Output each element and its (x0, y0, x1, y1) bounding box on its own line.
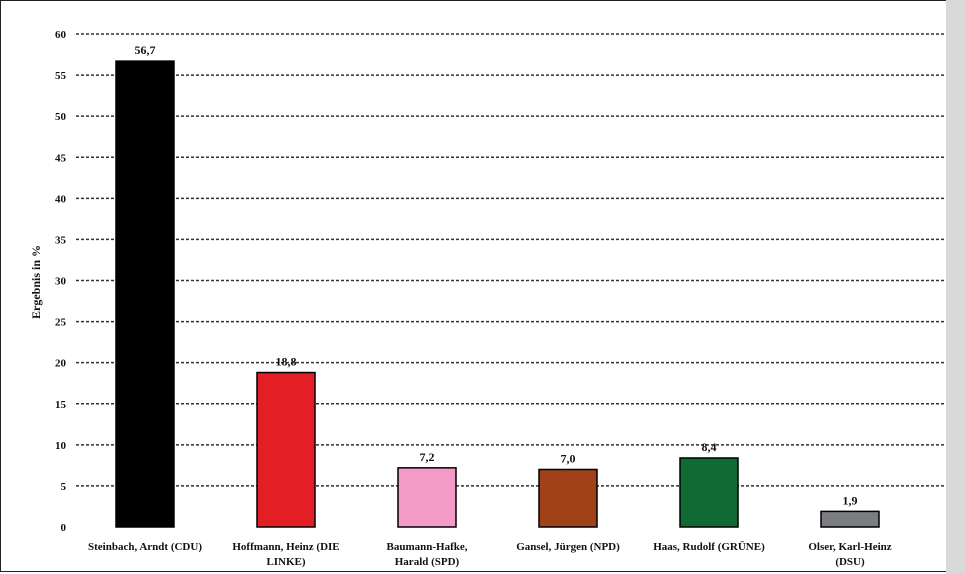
bar (538, 468, 598, 528)
y-axis-label: Ergebnis in % (29, 245, 43, 319)
y-tick-label: 0 (61, 522, 67, 534)
grid-lines (76, 33, 946, 487)
y-tick-label: 20 (55, 358, 67, 370)
data-label: 7,2 (420, 450, 435, 464)
bar (256, 371, 316, 528)
side-strip (946, 0, 965, 574)
bars (115, 60, 880, 528)
category-label: (DSU) (835, 556, 865, 568)
data-label: 8,4 (702, 440, 717, 454)
y-tick-label: 50 (55, 111, 67, 123)
y-tick-label: 25 (55, 317, 67, 329)
y-tick-label: 15 (55, 399, 67, 411)
y-tick-label: 45 (55, 152, 67, 164)
bar (397, 467, 457, 528)
category-label: Olser, Karl-Heinz (808, 541, 891, 553)
data-label: 18,8 (276, 355, 297, 369)
category-label: Gansel, Jürgen (NPD) (516, 541, 620, 553)
data-label: 7,0 (561, 451, 576, 465)
y-axis-ticks: 0 5 10 15 20 25 30 35 40 45 50 55 60 (55, 29, 67, 534)
category-label: Hoffmann, Heinz (DIE (232, 541, 339, 553)
data-labels: 56,7 18,8 7,2 7,0 8,4 1,9 (135, 43, 858, 507)
y-tick-label: 40 (55, 193, 67, 205)
data-label: 56,7 (135, 43, 156, 57)
y-tick-label: 55 (55, 70, 67, 82)
category-label: LINKE) (266, 556, 305, 568)
y-tick-label: 30 (55, 276, 67, 288)
data-label: 1,9 (843, 493, 858, 507)
category-label: Steinbach, Arndt (CDU) (88, 541, 202, 553)
bar (820, 510, 880, 528)
category-label: Baumann-Hafke, (387, 541, 468, 553)
bar (679, 457, 739, 528)
bar (115, 60, 175, 528)
y-tick-label: 60 (55, 29, 67, 41)
category-labels: Steinbach, Arndt (CDU) Hoffmann, Heinz (D… (88, 540, 892, 568)
category-label: Harald (SPD) (395, 556, 460, 568)
category-label: Haas, Rudolf (GRÜNE) (653, 540, 765, 553)
y-tick-label: 5 (61, 481, 67, 493)
y-tick-label: 35 (55, 234, 67, 246)
y-tick-label: 10 (55, 440, 67, 452)
